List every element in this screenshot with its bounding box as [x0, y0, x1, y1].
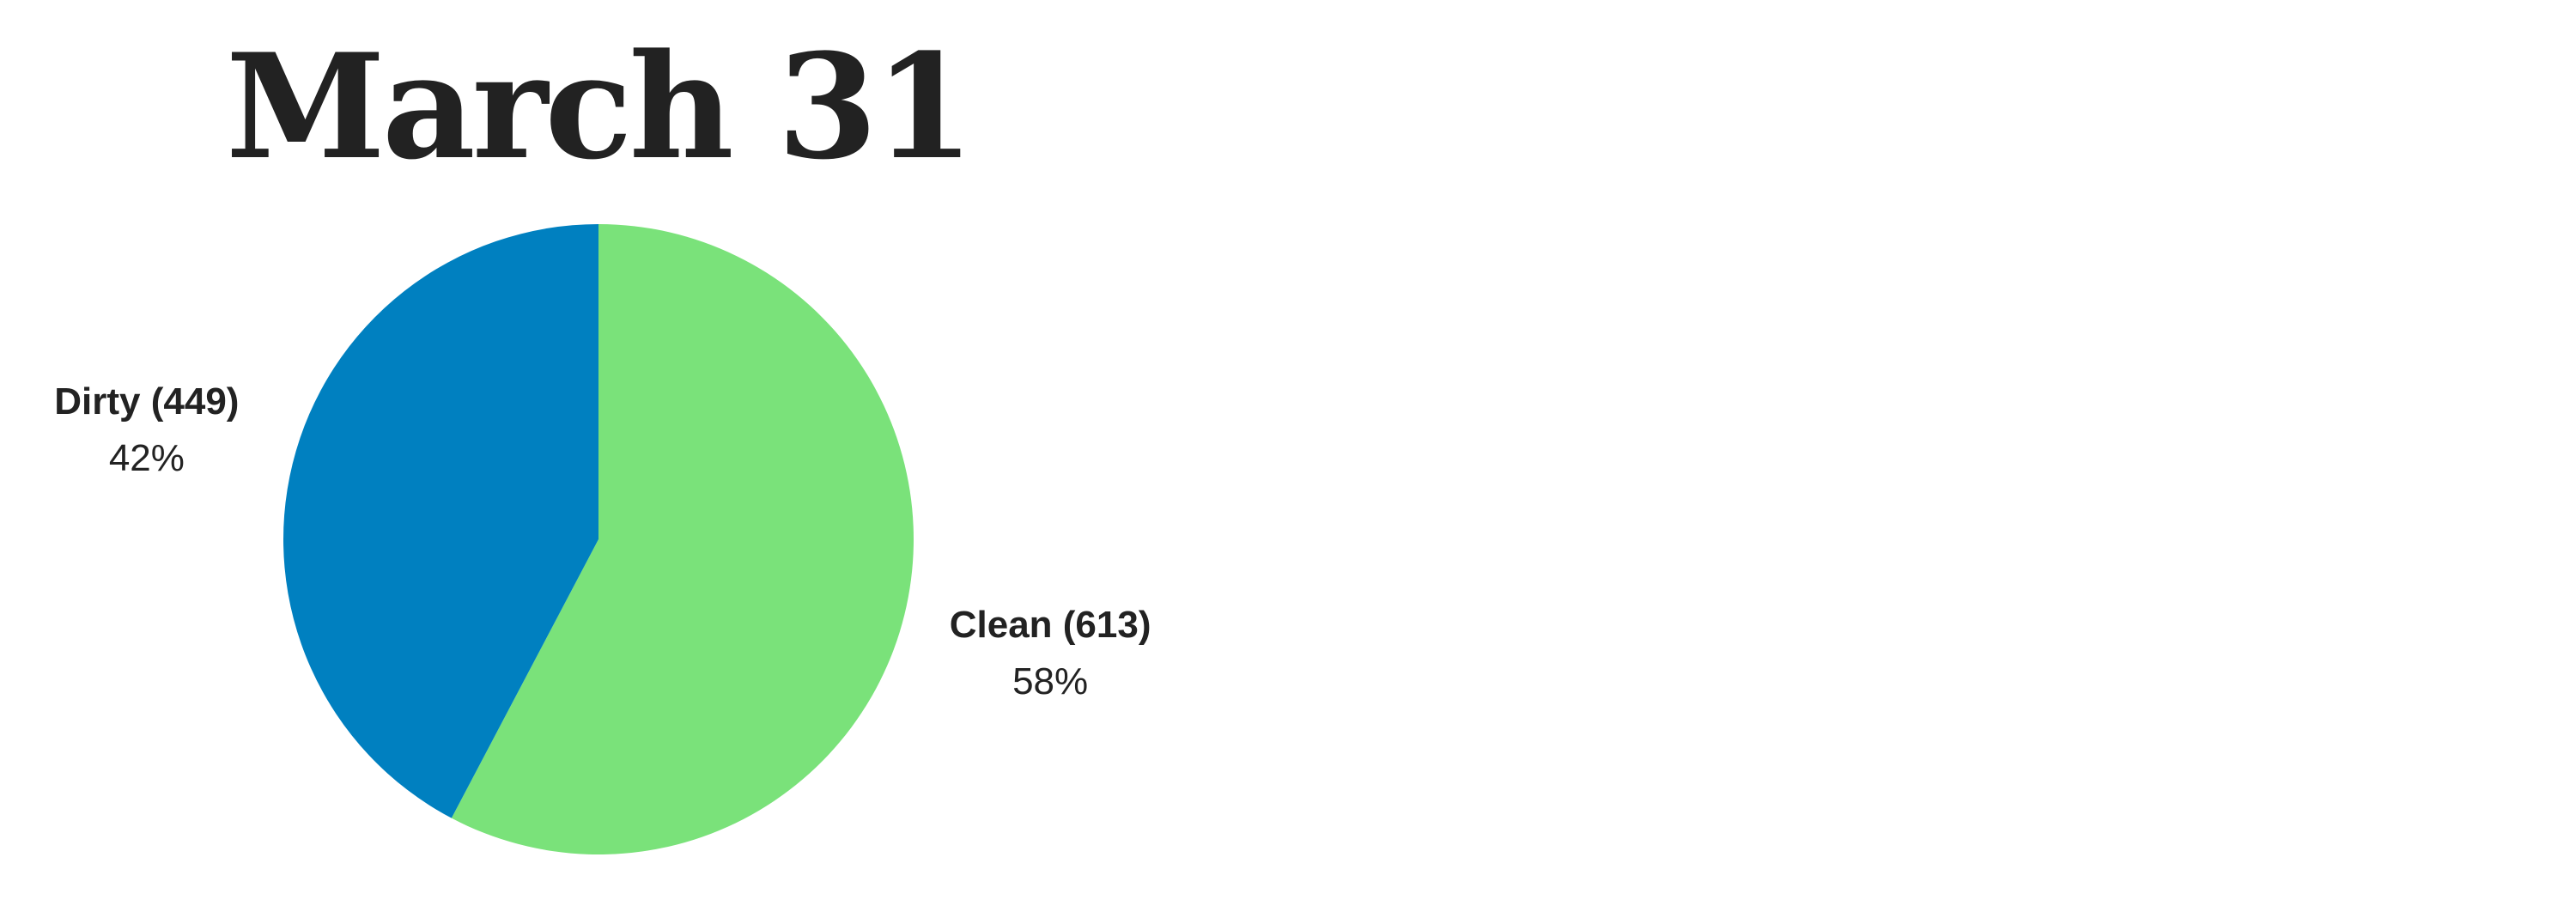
slice-labels: Clean (613) 58% Dirty (449) 42%: [54, 380, 1151, 702]
slice-label-clean: Clean (613) 58%: [950, 604, 1151, 702]
slice-percent-label: 42%: [109, 437, 185, 479]
slice-label-dirty: Dirty (449) 42%: [54, 380, 239, 479]
slice-count-label: Dirty (449): [54, 380, 239, 423]
pie-slices: [283, 224, 914, 854]
pie-slice-clean: [451, 224, 914, 854]
slice-percent-label: 58%: [1012, 660, 1088, 702]
slice-count-label: Clean (613): [950, 604, 1151, 646]
pie-slice-dirty: [283, 224, 598, 818]
chart-title: March 31: [226, 21, 971, 192]
